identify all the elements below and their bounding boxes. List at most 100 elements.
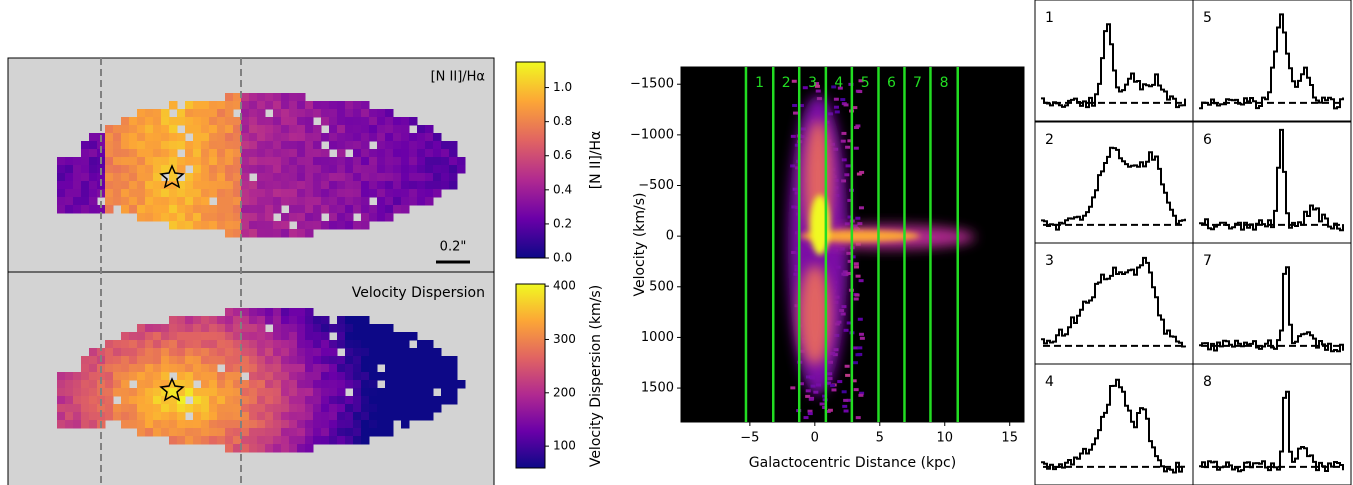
map-pixel (145, 133, 154, 142)
map-pixel (361, 165, 370, 174)
map-pixel (249, 125, 258, 134)
pv-speck (841, 131, 847, 135)
map-pixel (241, 165, 250, 174)
map-pixel (297, 125, 306, 134)
map-pixel (81, 388, 90, 397)
map-pixel (233, 133, 242, 142)
map-pixel (377, 189, 386, 198)
map-pixel (233, 308, 242, 317)
map-pixel (257, 109, 266, 118)
map-pixel (433, 181, 442, 190)
map-pixel (89, 157, 98, 166)
map-pixel (305, 396, 314, 405)
map-pixel (305, 332, 314, 341)
y-tick-label: 1000 (641, 330, 674, 345)
map-pixel (217, 133, 226, 142)
map-pixel (129, 165, 138, 174)
map-pixel (129, 133, 138, 142)
colorbar-tick-label: 100 (553, 439, 576, 453)
map-pixel (417, 181, 426, 190)
map-pixel (345, 221, 354, 230)
map-pixel (161, 380, 170, 389)
map-pixel (241, 332, 250, 341)
map-pixel (425, 404, 434, 413)
pv-speck (847, 215, 853, 219)
map-pixel (425, 157, 434, 166)
map-pixel (169, 420, 178, 429)
map-pixel (297, 157, 306, 166)
map-pixel (249, 157, 258, 166)
map-pixel (113, 348, 122, 357)
map-pixel (265, 213, 274, 222)
map-pixel (313, 380, 322, 389)
pv-speck (852, 106, 858, 110)
map-pixel (289, 205, 298, 214)
map-pixel (297, 324, 306, 333)
map-pixel (321, 324, 330, 333)
map-pixel (337, 157, 346, 166)
map-pixel (73, 165, 82, 174)
map-pixel (89, 189, 98, 198)
map-pixel (209, 420, 218, 429)
map-pixel (409, 372, 418, 381)
map-pixel (113, 165, 122, 174)
map-pixel (209, 380, 218, 389)
map-pixel (233, 332, 242, 341)
map-pixel (185, 117, 194, 126)
map-pixel (129, 356, 138, 365)
map-pixel (425, 356, 434, 365)
map-pixel (433, 404, 442, 413)
map-pixel (265, 340, 274, 349)
map-pixel (361, 141, 370, 150)
map-pixel (401, 149, 410, 158)
map-pixel (209, 324, 218, 333)
map-pixel (241, 324, 250, 333)
map-pixel (289, 229, 298, 238)
map-pixel (313, 316, 322, 325)
map-pixel (57, 157, 66, 166)
map-pixel (441, 388, 450, 397)
map-pixel (393, 412, 402, 421)
map-pixel (393, 181, 402, 190)
map-pixel (425, 189, 434, 198)
map-pixel (377, 125, 386, 134)
pv-speck (805, 389, 811, 393)
map-pixel (89, 420, 98, 429)
map-pixel (313, 165, 322, 174)
map-pixel (289, 316, 298, 325)
map-pixel (177, 133, 186, 142)
y-tick-label: −1500 (630, 77, 674, 92)
map-pixel (321, 221, 330, 230)
map-pixel (401, 157, 410, 166)
pv-speck (847, 198, 853, 202)
map-pixel (361, 125, 370, 134)
map-pixel (265, 372, 274, 381)
map-pixel (97, 348, 106, 357)
map-pixel (217, 404, 226, 413)
map-pixel (89, 205, 98, 214)
map-pixel (217, 181, 226, 190)
map-pixel (177, 380, 186, 389)
map-pixel (137, 205, 146, 214)
map-pixel (193, 149, 202, 158)
map-pixel (281, 388, 290, 397)
map-pixel (369, 117, 378, 126)
map-pixel (161, 340, 170, 349)
map-pixel (145, 205, 154, 214)
map-pixel (345, 117, 354, 126)
map-pixel (289, 404, 298, 413)
map-pixel (233, 412, 242, 421)
map-pixel (217, 221, 226, 230)
map-pixel (217, 189, 226, 198)
map-pixel (65, 173, 74, 182)
map-pixel (97, 173, 106, 182)
map-pixel (225, 101, 234, 110)
pv-speck (814, 82, 820, 86)
map-pixel (185, 221, 194, 230)
map-pixel (401, 173, 410, 182)
map-pixel (305, 372, 314, 381)
map-pixel (169, 348, 178, 357)
map-pixel (169, 316, 178, 325)
map-pixel (249, 93, 258, 102)
map-pixel (209, 388, 218, 397)
